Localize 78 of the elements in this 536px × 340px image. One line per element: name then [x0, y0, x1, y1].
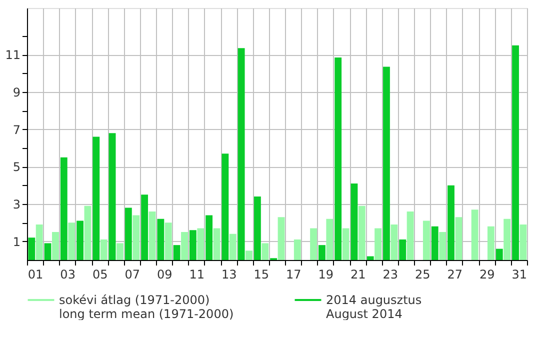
- x-tick-label: 21: [350, 268, 366, 282]
- bar: [52, 232, 59, 260]
- bar: [358, 206, 366, 260]
- x-tick-label: 07: [124, 268, 140, 282]
- bar: [181, 232, 188, 260]
- bar: [406, 211, 414, 260]
- bar: [455, 217, 462, 260]
- bar: [206, 215, 213, 260]
- x-tick-label: 27: [447, 268, 463, 282]
- bar: [92, 136, 100, 260]
- bar: [68, 222, 76, 260]
- bar: [262, 243, 269, 260]
- bar: [197, 228, 204, 260]
- bar: [422, 220, 430, 260]
- bar: [471, 210, 478, 260]
- bar: [222, 154, 229, 260]
- x-tick-label: 01: [28, 268, 44, 282]
- x-tick-label: 23: [382, 268, 398, 282]
- bar: [374, 228, 382, 260]
- bar: [278, 217, 285, 260]
- x-tick-label: 25: [415, 268, 430, 282]
- bar: [487, 226, 494, 260]
- bar: [431, 226, 438, 260]
- x-tick-label: 15: [254, 268, 270, 282]
- bar: [254, 196, 261, 260]
- x-tick-label: 03: [60, 268, 76, 282]
- bar: [84, 206, 92, 260]
- y-tick-label: 7: [12, 122, 20, 137]
- x-tick-label: 31: [512, 268, 528, 282]
- bar: [229, 234, 236, 260]
- bar: [238, 48, 245, 260]
- bar: [100, 239, 108, 260]
- y-tick-label: 3: [12, 198, 20, 212]
- bar: [108, 133, 116, 260]
- bar: [148, 211, 156, 260]
- bar: [157, 218, 164, 260]
- bar: [496, 248, 503, 260]
- bar: [310, 228, 317, 260]
- bar: [318, 245, 326, 260]
- bar: [334, 57, 342, 260]
- x-tick-label: 09: [156, 268, 172, 282]
- bar: [399, 239, 406, 260]
- bar: [76, 220, 84, 260]
- x-tick-label: 17: [286, 268, 302, 282]
- bar: [44, 243, 52, 260]
- bar: [448, 185, 454, 260]
- bar: [350, 183, 358, 260]
- bar: [189, 230, 196, 260]
- bar: [116, 243, 124, 260]
- bar: [246, 250, 252, 260]
- bar: [173, 245, 180, 260]
- bar: [326, 218, 334, 260]
- x-tick-label: 19: [318, 268, 334, 282]
- bar: [383, 66, 390, 260]
- bar: [512, 45, 519, 260]
- bar: [141, 194, 148, 260]
- bar: [366, 256, 374, 260]
- y-tick-label: 11: [5, 48, 20, 62]
- bar: [294, 239, 301, 260]
- x-tick-label: 29: [480, 268, 495, 282]
- bar: [124, 208, 132, 260]
- x-tick-label: 13: [221, 268, 237, 282]
- y-tick-label: 5: [12, 160, 20, 174]
- bar: [390, 224, 398, 260]
- bar: [132, 215, 140, 260]
- x-tick-label: 11: [189, 268, 204, 282]
- bar: [36, 224, 43, 260]
- bar: [439, 232, 446, 260]
- bar: [213, 228, 220, 260]
- bar: [520, 224, 527, 260]
- y-tick-label: 1: [12, 234, 20, 249]
- x-tick-label: 05: [92, 268, 108, 282]
- bar: [28, 238, 36, 260]
- y-tick-label: 9: [12, 86, 20, 100]
- bar: [164, 222, 172, 260]
- bar: [60, 157, 68, 260]
- bar: [504, 218, 511, 260]
- bar: [342, 228, 350, 260]
